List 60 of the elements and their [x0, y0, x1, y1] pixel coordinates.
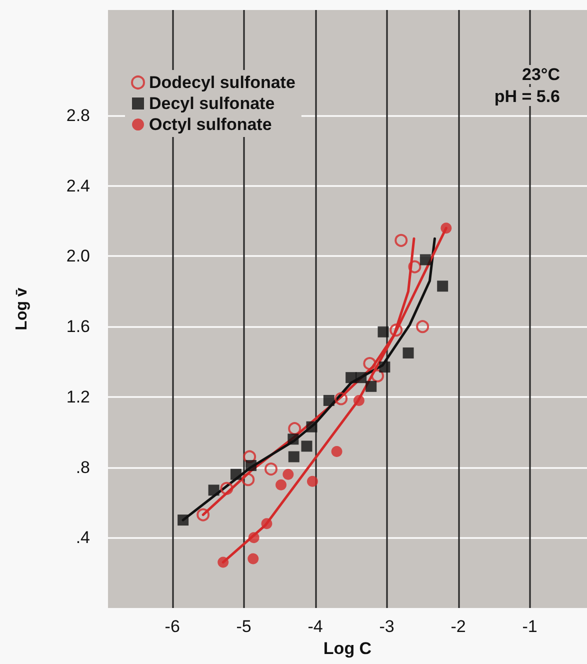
point [288, 434, 299, 445]
point [420, 254, 431, 266]
point [402, 347, 414, 358]
point [440, 222, 452, 234]
legend-label: Dodecyl sulfonate [149, 73, 296, 92]
x-axis-title: Log C [323, 638, 372, 658]
x-tick-label: -4 [308, 617, 323, 636]
point [245, 460, 256, 472]
y-tick-label: .8 [76, 458, 90, 477]
x-tick-label: -5 [236, 617, 252, 636]
point [196, 508, 210, 522]
point [242, 473, 255, 486]
point [371, 369, 384, 382]
point [346, 372, 357, 384]
y-tick-label: 2.4 [66, 176, 90, 196]
point [248, 532, 260, 544]
point [208, 484, 220, 496]
point [261, 518, 272, 530]
y-tick-label: 1.6 [66, 317, 90, 336]
point [408, 260, 422, 274]
point [323, 394, 334, 406]
y-axis-title: Log v̄ [14, 288, 30, 330]
point [437, 280, 448, 292]
point [276, 479, 287, 490]
point [178, 514, 189, 526]
point [218, 556, 229, 568]
y-tick-label: .4 [76, 528, 90, 548]
point [306, 476, 318, 487]
y-tick-label: 2.0 [66, 246, 90, 266]
point [248, 553, 259, 564]
point [220, 482, 234, 495]
legend-label: Octyl sulfonate [149, 115, 272, 134]
x-tick-label: -1 [522, 617, 538, 636]
point [288, 451, 300, 462]
point [416, 320, 430, 334]
x-tick-label: -3 [379, 617, 394, 636]
point [331, 446, 342, 457]
y-tick-label: 1.2 [66, 387, 90, 406]
point [356, 372, 367, 384]
point [353, 394, 364, 406]
point [264, 462, 278, 476]
annotation: 23°C [522, 65, 560, 84]
point [243, 450, 256, 464]
point [230, 468, 242, 480]
point [288, 422, 302, 436]
point [282, 468, 294, 480]
x-tick-label: -2 [450, 617, 466, 636]
point [334, 392, 348, 406]
point [378, 326, 389, 338]
x-tick-label: -6 [164, 617, 180, 636]
annotation: pH = 5.6 [494, 87, 560, 106]
legend-label: Decyl sulfonate [149, 94, 275, 113]
point [379, 362, 390, 373]
point [366, 380, 377, 392]
y-tick-label: 2.8 [66, 106, 90, 126]
point [301, 440, 312, 452]
point [363, 357, 376, 370]
point [390, 324, 403, 337]
point [394, 234, 408, 247]
point [306, 421, 318, 432]
